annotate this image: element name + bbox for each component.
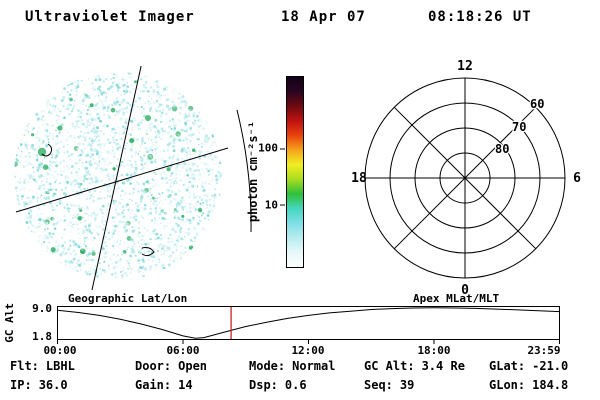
colorbar-tick-10: 10: [264, 198, 286, 212]
status-door: Door: Open: [135, 359, 208, 373]
status-ip: IP: 36.0: [10, 378, 68, 392]
xtick-0000: 00:00: [43, 344, 77, 357]
colorbar: 100 10: [258, 76, 304, 268]
status-dsp: Dsp: 0.6: [249, 378, 307, 392]
xtick-1200: 12:00: [291, 344, 325, 357]
colorbar-unit-label-wrap: photon cm⁻²s⁻¹: [244, 76, 262, 268]
header-date: 18 Apr 07: [281, 9, 366, 25]
strip-chart-left-title: Geographic Lat/Lon: [68, 292, 188, 305]
colorbar-unit-label: photon cm⁻²s⁻¹: [246, 121, 260, 223]
xtick-0600: 06:00: [166, 344, 200, 357]
mlt-label-18: 18: [351, 171, 367, 186]
status-gain: Gain: 14: [135, 378, 193, 392]
lat-label-60: 60: [530, 97, 544, 111]
ytick-bottom: 1.8: [32, 330, 52, 343]
chart-x-ticks: [57, 339, 560, 344]
status-mode: Mode: Normal: [249, 359, 336, 373]
xtick-1800: 18:00: [417, 344, 451, 357]
strip-chart-ylabel: GC Alt: [2, 302, 16, 343]
status-glon: GLon: 184.8: [489, 378, 569, 392]
status-flt: Flt: LBHL: [10, 359, 75, 373]
status-glat: GLat: -21.0: [489, 359, 569, 373]
status-seq: Seq: 39: [364, 378, 415, 392]
uv-image-overlay-lines: [15, 66, 252, 291]
mlt-label-0: 0: [461, 283, 469, 298]
ytick-top: 9.0: [32, 302, 52, 315]
chart-frame: [57, 306, 560, 340]
colorbar-gradient: [286, 76, 304, 268]
polar-plot: 12 18 6 0 60 70 80: [351, 59, 581, 298]
mlt-label-6: 6: [573, 171, 581, 186]
app-title: Ultraviolet Imager: [25, 9, 195, 25]
header-time: 08:18:26 UT: [428, 9, 532, 25]
lat-label-70: 70: [512, 120, 526, 134]
colorbar-tick-100: 100: [258, 141, 285, 155]
strip-chart-ylabel-wrap: GC Alt: [2, 300, 16, 345]
gc-alt-curve: [57, 307, 560, 339]
polar-grid: [364, 77, 566, 279]
xtick-2359: 23:59: [527, 344, 561, 357]
mlt-label-12: 12: [457, 59, 473, 74]
status-gc-alt: GC Alt: 3.4 Re: [364, 359, 465, 373]
lat-label-80: 80: [495, 142, 509, 156]
uv-image: [14, 66, 252, 291]
uv-image-speckle: [14, 72, 222, 280]
strip-chart-right-title: Apex MLat/MLT: [413, 292, 500, 305]
orbit-altitude-chart: [57, 306, 560, 344]
